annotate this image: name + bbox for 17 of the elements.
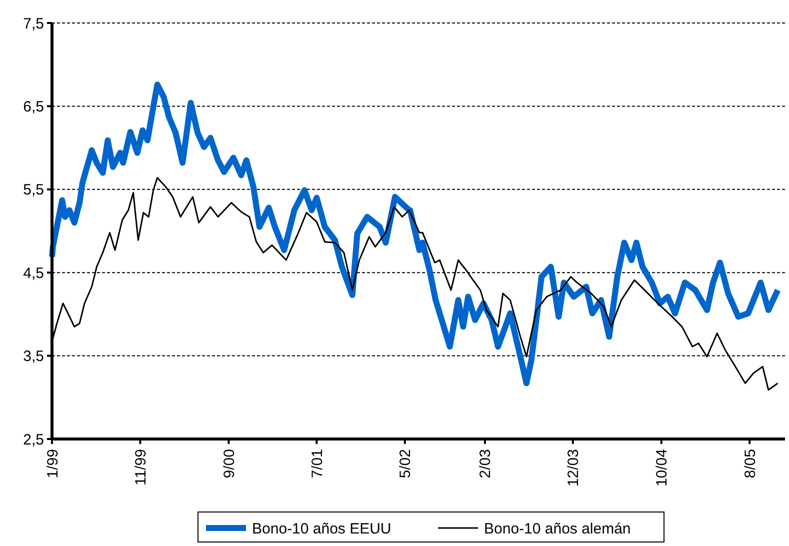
y-tick-label: 5,5 [23, 182, 44, 199]
y-tick-label: 6,5 [23, 98, 44, 116]
y-tick-label: 7,5 [23, 15, 44, 32]
x-tick-label: 1/99 [44, 449, 62, 478]
x-tick-label: 9/00 [220, 449, 238, 478]
x-tick-label: 10/04 [654, 449, 671, 487]
x-tick-label: 12/03 [565, 449, 582, 487]
legend-label: Bono-10 años EEUU [252, 520, 392, 538]
legend-label: Bono-10 años alemán [484, 520, 631, 538]
x-tick-label: 11/99 [132, 449, 150, 486]
y-tick-label: 3,5 [23, 348, 44, 366]
x-tick-label: 2/03 [477, 449, 494, 478]
x-tick-label: 8/05 [742, 449, 759, 478]
y-tick-label: 4,5 [23, 264, 44, 282]
x-tick-label: 5/02 [397, 449, 414, 478]
x-tick-label: 7/01 [308, 449, 326, 478]
y-tick-label: 2,5 [23, 431, 44, 448]
